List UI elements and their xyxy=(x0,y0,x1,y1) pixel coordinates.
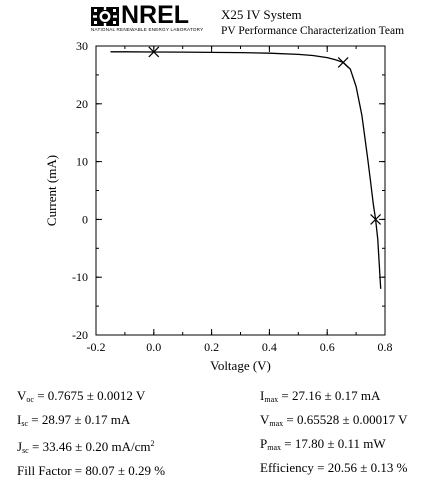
imax-symbol: I xyxy=(260,388,265,403)
chart-markers xyxy=(148,46,382,225)
nrel-sun-icon xyxy=(91,7,119,26)
jsc-row: Jsc = 33.46 ± 0.20 mA/cm2 xyxy=(17,434,165,461)
stats-left-column: Voc = 0.7675 ± 0.0012 V Isc = 28.97 ± 0.… xyxy=(17,386,165,481)
stats-right-column: Imax = 27.16 ± 0.17 mA Vmax = 0.65528 ± … xyxy=(260,386,408,478)
vmax-value: = 0.65528 ± 0.00017 V xyxy=(283,412,408,427)
voc-symbol: V xyxy=(17,388,27,403)
vmax-symbol: V xyxy=(260,412,270,427)
x-axis-label: Voltage (V) xyxy=(210,358,271,373)
x-marker xyxy=(337,56,349,68)
jsc-symbol: J xyxy=(17,439,23,454)
y-tick-label: 0 xyxy=(82,212,88,226)
voc-subscript: oc xyxy=(26,395,34,404)
chart-ticks xyxy=(95,45,386,336)
pmax-symbol: P xyxy=(260,436,268,451)
efficiency-value: Efficiency = 20.56 ± 0.13 % xyxy=(260,460,408,475)
fill-factor-value: Fill Factor = 80.07 ± 0.29 % xyxy=(17,463,166,478)
iv-curve xyxy=(110,51,382,289)
chart-series xyxy=(110,51,382,289)
imax-subscript: max xyxy=(264,395,279,404)
x-tick-label: 0.6 xyxy=(320,340,335,354)
jsc-value: = 33.46 ± 0.20 mA/cm xyxy=(28,439,151,454)
x-tick-label: 0.8 xyxy=(378,340,393,354)
x-tick-label: 0.2 xyxy=(204,340,219,354)
chart-axes xyxy=(95,45,386,336)
y-tick-label: 10 xyxy=(76,155,88,169)
logo-subtext: NATIONAL RENEWABLE ENERGY LABORATORY xyxy=(91,27,204,32)
isc-row: Isc = 28.97 ± 0.17 mA xyxy=(17,410,165,434)
x-marker xyxy=(148,46,160,58)
fill-factor-row: Fill Factor = 80.07 ± 0.29 % xyxy=(17,461,165,481)
efficiency-row: Efficiency = 20.56 ± 0.13 % xyxy=(260,458,408,478)
x-marker-stroke xyxy=(370,213,382,225)
system-title: X25 IV System xyxy=(221,7,302,22)
isc-subscript: sc xyxy=(21,419,29,428)
y-axis-label: Current (mA) xyxy=(44,155,59,226)
x-tick-label: -0.2 xyxy=(87,340,106,354)
isc-value: = 28.97 ± 0.17 mA xyxy=(28,412,131,427)
chart-labels: -0.2 0.0 0.2 0.4 0.6 0.8 -20 -10 0 10 20 30 Voltage … xyxy=(44,39,393,373)
pmax-row: Pmax = 17.80 ± 0.11 mW xyxy=(260,434,408,458)
logo-wordmark: NREL xyxy=(121,1,190,29)
voc-value: = 0.7675 ± 0.0012 V xyxy=(33,388,146,403)
x-marker-stroke xyxy=(337,56,349,68)
x-marker xyxy=(370,213,382,225)
vmax-row: Vmax = 0.65528 ± 0.00017 V xyxy=(260,410,408,434)
team-subtitle: PV Performance Characterization Team xyxy=(221,25,405,37)
iv-chart: -0.2 0.0 0.2 0.4 0.6 0.8 -20 -10 0 10 20 30 Voltage … xyxy=(44,39,393,373)
y-tick-label: 30 xyxy=(76,39,88,53)
jsc-superscript: 2 xyxy=(150,439,155,448)
x-marker-stroke xyxy=(148,46,160,58)
jsc-subscript: sc xyxy=(22,446,29,455)
y-tick-label: -20 xyxy=(72,328,88,342)
y-tick-label: -10 xyxy=(72,270,88,284)
imax-row: Imax = 27.16 ± 0.17 mA xyxy=(260,386,408,410)
nrel-logo: NREL NATIONAL RENEWABLE ENERGY LABORATOR… xyxy=(91,1,209,36)
y-tick-label: 20 xyxy=(76,97,88,111)
imax-value: = 27.16 ± 0.17 mA xyxy=(278,388,381,403)
isc-symbol: I xyxy=(17,412,22,427)
plot-frame xyxy=(95,45,386,336)
pmax-value: = 17.80 ± 0.11 mW xyxy=(281,436,386,451)
voc-row: Voc = 0.7675 ± 0.0012 V xyxy=(17,386,165,410)
pmax-subscript: max xyxy=(267,443,282,452)
x-tick-label: 0.0 xyxy=(146,340,161,354)
vmax-subscript: max xyxy=(269,419,284,428)
x-tick-label: 0.4 xyxy=(262,340,277,354)
